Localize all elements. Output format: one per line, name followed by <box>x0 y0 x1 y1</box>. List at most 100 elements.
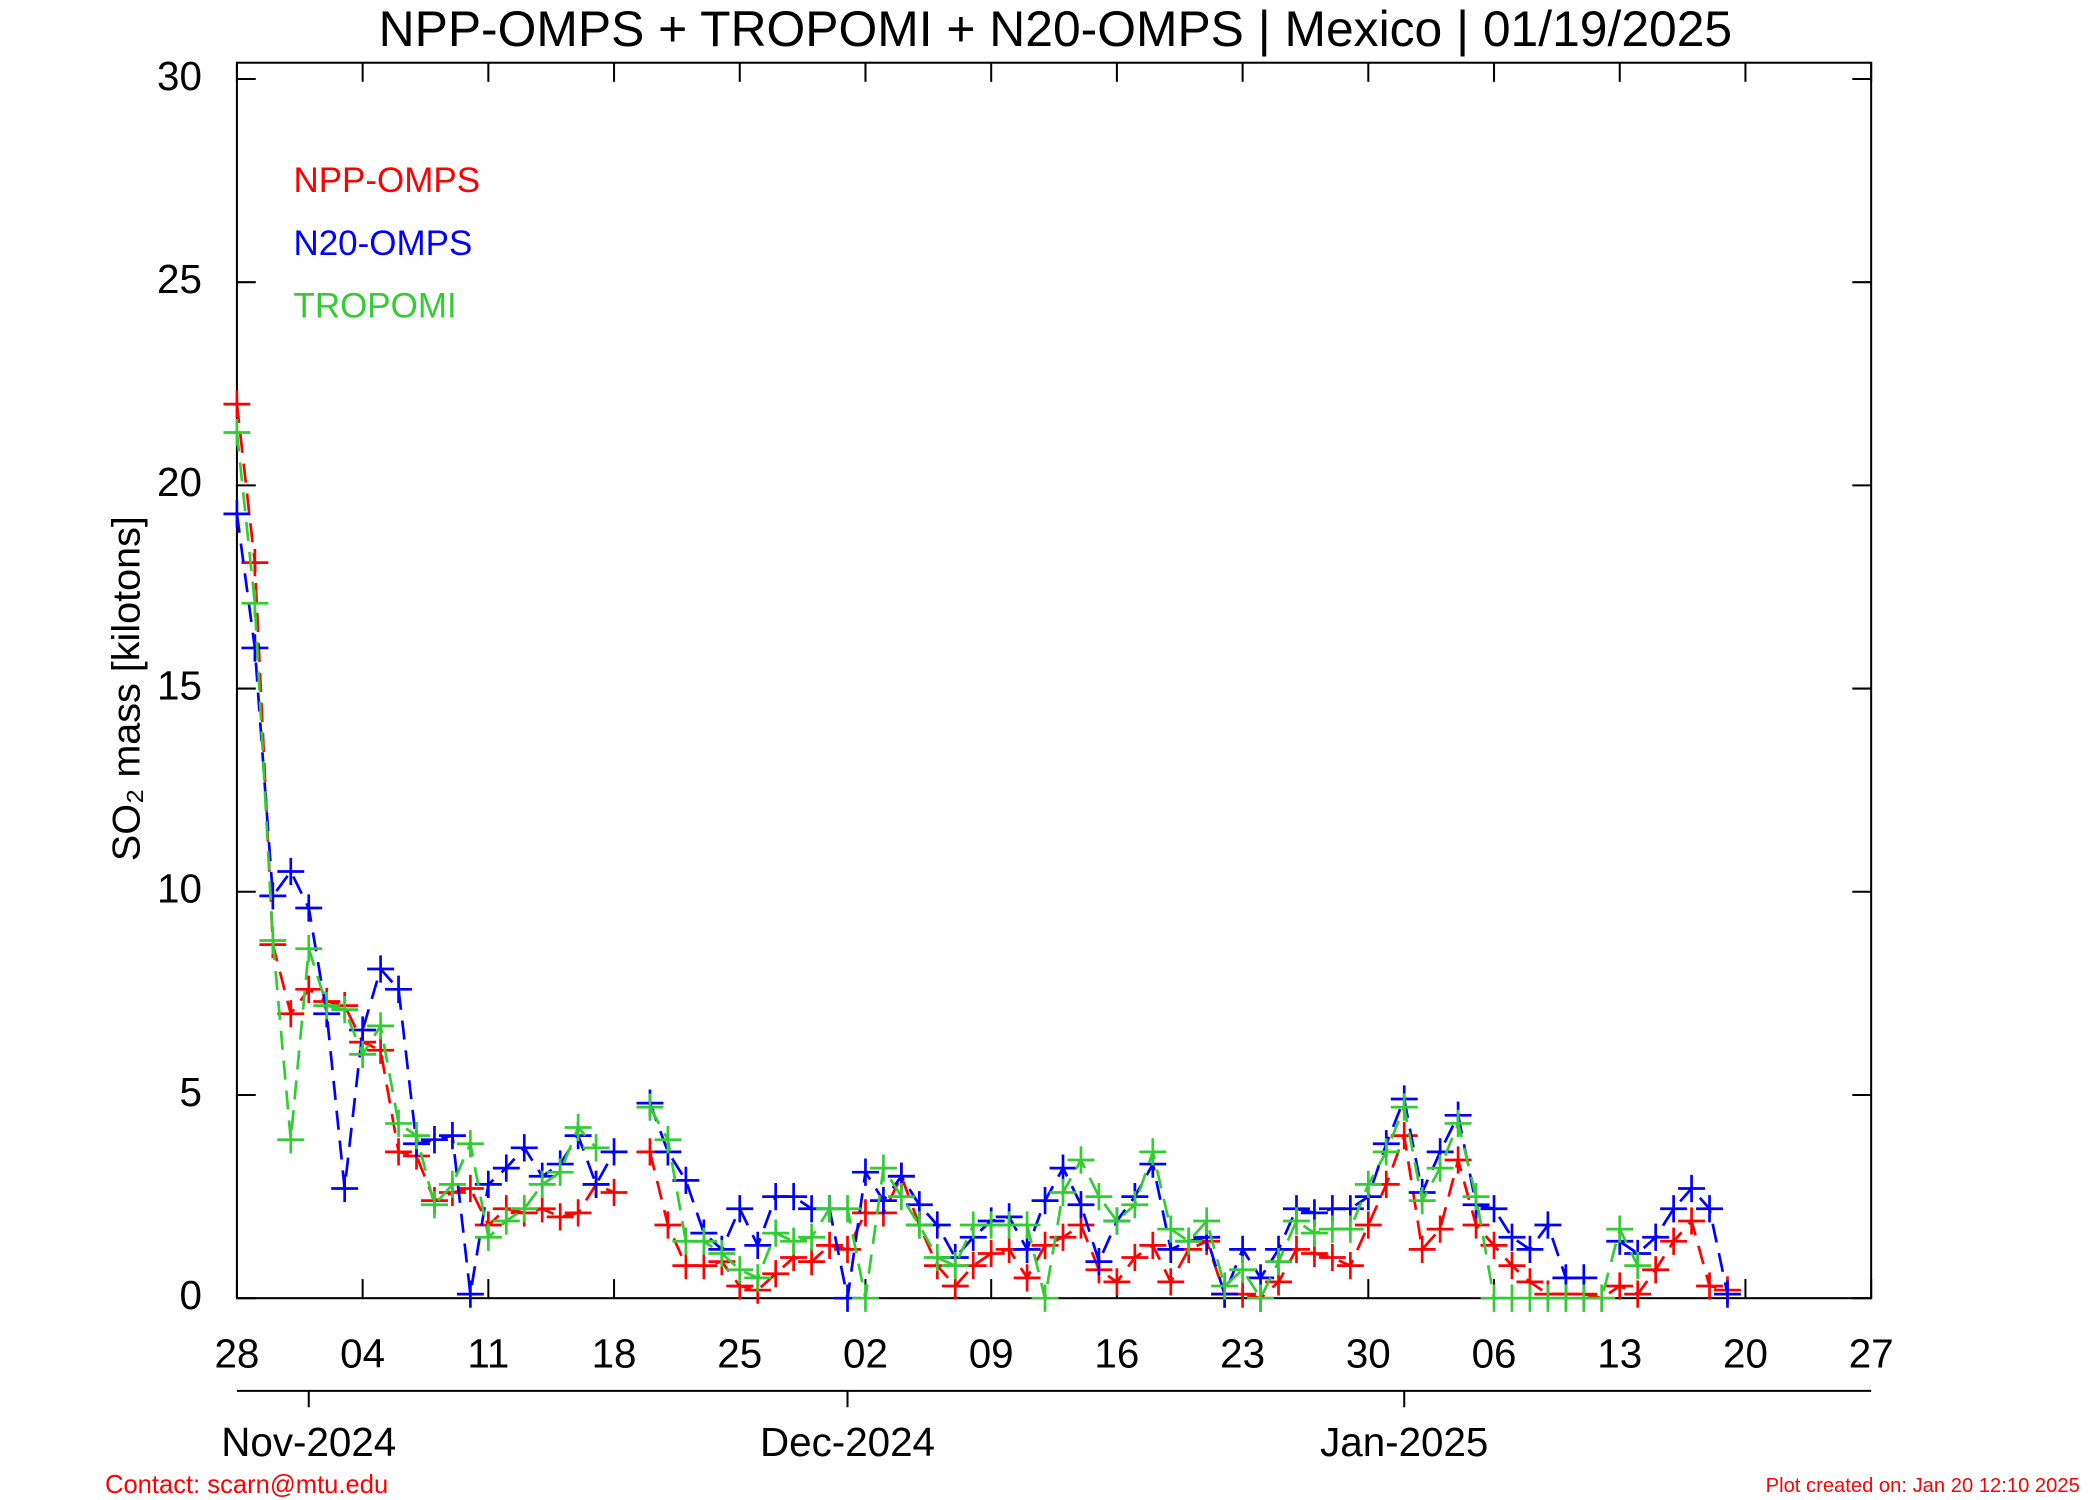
point-marker <box>510 1134 538 1162</box>
point-marker <box>923 1243 951 1272</box>
point-marker <box>241 589 269 617</box>
point-marker <box>744 1231 772 1259</box>
point-marker <box>1283 1207 1310 1235</box>
month-label: Jan-2025 <box>1320 1419 1488 1465</box>
point-marker <box>1139 1231 1167 1259</box>
point-marker <box>1678 1174 1706 1203</box>
x-tick-label: 20 <box>1723 1330 1768 1376</box>
footer-created: Plot created on: Jan 20 12:10 2025 <box>1766 1475 2080 1497</box>
point-marker <box>1696 1272 1723 1300</box>
x-tick-label: 16 <box>1094 1330 1139 1376</box>
point-marker <box>546 1203 574 1231</box>
point-marker <box>1013 1264 1041 1292</box>
point-marker <box>564 1113 592 1142</box>
point-marker <box>1049 1223 1077 1251</box>
x-tick-label: 23 <box>1220 1330 1265 1376</box>
point-marker <box>654 1126 682 1154</box>
point-marker <box>1049 1178 1077 1207</box>
point-marker <box>492 1207 520 1235</box>
point-marker <box>1318 1243 1346 1272</box>
point-marker <box>1085 1247 1113 1276</box>
month-label: Nov-2024 <box>221 1419 396 1465</box>
point-marker <box>1336 1252 1364 1280</box>
y-tick-label: 5 <box>179 1069 201 1115</box>
point-marker <box>708 1239 736 1268</box>
point-marker <box>690 1227 718 1255</box>
point-marker <box>313 991 341 1020</box>
point-marker <box>780 1227 808 1255</box>
point-marker <box>834 1195 861 1223</box>
point-marker <box>798 1223 826 1251</box>
point-marker <box>1085 1182 1113 1211</box>
point-marker <box>1642 1223 1670 1251</box>
point-marker <box>1193 1207 1221 1235</box>
point-marker <box>1390 1121 1418 1150</box>
point-marker <box>528 1170 556 1199</box>
point-marker <box>223 418 251 447</box>
point-marker <box>1121 1243 1149 1272</box>
point-marker <box>223 390 251 418</box>
point-marker <box>1139 1138 1167 1166</box>
point-marker <box>726 1195 754 1223</box>
footer-contact: Contact: scarn@mtu.edu <box>105 1471 388 1499</box>
y-tick-label: 30 <box>157 53 202 99</box>
point-marker <box>600 1178 628 1207</box>
point-marker <box>385 1138 413 1166</box>
point-marker <box>1265 1247 1292 1276</box>
series <box>223 418 1652 1312</box>
point-marker <box>295 935 323 963</box>
point-marker <box>1588 1284 1616 1312</box>
point-marker <box>869 1154 897 1182</box>
point-marker <box>1480 1195 1508 1223</box>
y-tick-label: 10 <box>157 865 202 911</box>
point-marker <box>780 1182 808 1211</box>
point-marker <box>403 1121 430 1150</box>
point-marker <box>1157 1215 1185 1243</box>
y-tick-label: 0 <box>179 1272 201 1318</box>
point-marker <box>816 1231 844 1259</box>
point-marker <box>1624 1280 1652 1308</box>
point-marker <box>654 1211 682 1239</box>
point-marker <box>1175 1227 1203 1255</box>
point-marker <box>456 1174 484 1203</box>
y-tick-label: 20 <box>157 459 202 505</box>
point-marker <box>295 894 323 922</box>
point-marker <box>600 1138 628 1166</box>
point-marker <box>726 1256 754 1284</box>
point-marker <box>546 1158 574 1186</box>
point-marker <box>1498 1252 1526 1280</box>
x-tick-label: 30 <box>1346 1330 1391 1376</box>
point-marker <box>421 1191 448 1219</box>
point-marker <box>367 1036 395 1064</box>
point-marker <box>1426 1154 1454 1182</box>
point-marker <box>1013 1211 1041 1239</box>
legend-entry: N20-OMPS <box>293 224 472 263</box>
point-marker <box>367 955 395 983</box>
point-marker <box>582 1170 610 1199</box>
point-marker <box>1660 1195 1688 1223</box>
point-marker <box>1678 1207 1706 1235</box>
point-marker <box>1462 1182 1490 1211</box>
point-marker <box>1354 1170 1382 1199</box>
point-marker <box>1103 1268 1131 1296</box>
point-marker <box>1031 1187 1059 1215</box>
x-tick-label: 04 <box>340 1330 385 1376</box>
series-line <box>235 403 1728 1300</box>
point-marker <box>582 1134 610 1162</box>
x-tick-label: 06 <box>1472 1330 1517 1376</box>
point-marker <box>1498 1223 1526 1251</box>
x-tick-label: 27 <box>1849 1330 1894 1376</box>
point-marker <box>331 996 359 1024</box>
point-marker <box>1031 1284 1059 1312</box>
point-marker <box>1534 1211 1562 1239</box>
point-marker <box>1049 1154 1077 1182</box>
point-marker <box>421 1126 448 1154</box>
x-tick-label: 13 <box>1597 1330 1642 1376</box>
point-marker <box>438 1121 466 1150</box>
point-marker <box>349 1040 377 1068</box>
x-tick-label: 28 <box>214 1330 259 1376</box>
point-marker <box>762 1219 790 1247</box>
point-marker <box>510 1195 538 1223</box>
point-marker <box>1013 1235 1041 1264</box>
